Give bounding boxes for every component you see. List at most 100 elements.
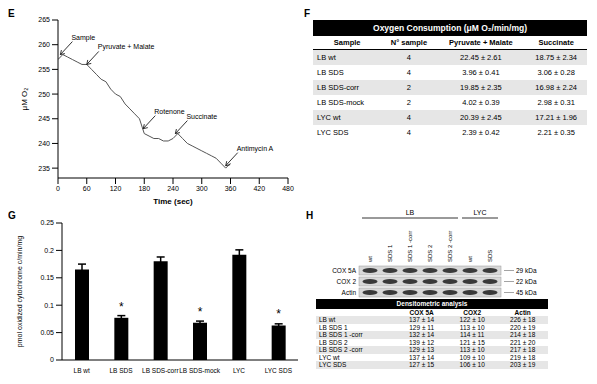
html-text:20.39 ± 2.45: 20.39 ± 2.45 [460, 113, 502, 122]
svg-text:0: 0 [50, 356, 54, 363]
html-text:COX 5A: COX 5A [409, 308, 434, 316]
html-text:N° sample: N° sample [390, 38, 428, 47]
html-text:22.45 ± 2.61: 22.45 ± 2.61 [460, 53, 502, 62]
html-text:139 ± 12: 139 ± 12 [409, 338, 435, 346]
svg-text:0.1: 0.1 [44, 302, 54, 309]
html-text:LB SDS-corr: LB SDS-corr [317, 83, 360, 92]
svg-text:180: 180 [138, 185, 150, 192]
svg-text:255: 255 [38, 66, 50, 73]
svg-text:240: 240 [167, 185, 179, 192]
html-text:Pyruvate + Malate: Pyruvate + Malate [449, 38, 513, 47]
svg-text:0: 0 [56, 185, 60, 192]
svg-text:260: 260 [38, 41, 50, 48]
svg-text:480: 480 [282, 185, 294, 192]
html-text:2.98 ± 0.31: 2.98 ± 0.31 [537, 98, 575, 107]
html-text:129 ± 11: 129 ± 11 [409, 323, 434, 331]
svg-text:420: 420 [253, 185, 265, 192]
svg-text:250: 250 [38, 91, 50, 98]
html-text:3.96 ± 0.41: 3.96 ± 0.41 [462, 68, 500, 77]
html-text:122 ± 10: 122 ± 10 [459, 316, 485, 323]
html-text:121 ± 15: 121 ± 15 [459, 338, 485, 346]
svg-text:Pyruvate + Malate: Pyruvate + Malate [98, 43, 155, 51]
html-text:137 ± 14: 137 ± 14 [409, 316, 435, 323]
html-text:219 ± 18: 219 ± 18 [510, 353, 536, 361]
svg-text:wt: wt [367, 256, 373, 263]
svg-text:SDS 2 -corr: SDS 2 -corr [447, 231, 453, 262]
html-text:COX2: COX2 [463, 308, 481, 316]
svg-text:*: * [119, 300, 124, 314]
svg-text:COX 5A: COX 5A [332, 267, 357, 274]
html-text:220 ± 19: 220 ± 19 [510, 323, 536, 331]
svg-text:Time (sec): Time (sec) [153, 197, 193, 206]
html-text:G: G [8, 210, 16, 221]
svg-text:pmol oxidized cytochrome c/min: pmol oxidized cytochrome c/min/mg [16, 236, 24, 347]
html-text:3.06 ± 0.28: 3.06 ± 0.28 [537, 68, 575, 77]
html-text:H: H [306, 210, 314, 221]
svg-text:LB SDS: LB SDS [109, 367, 133, 374]
html-text:Succinate: Succinate [538, 38, 574, 47]
svg-text:wt: wt [467, 256, 473, 263]
svg-text:LYC: LYC [473, 209, 486, 216]
svg-text:μM O₂: μM O₂ [20, 88, 29, 111]
svg-text:Sample: Sample [71, 34, 95, 42]
html-text:19.85 ± 2.35: 19.85 ± 2.35 [460, 83, 502, 92]
svg-text:Succinate: Succinate [186, 113, 217, 120]
html-text:137 ± 14: 137 ± 14 [409, 353, 435, 361]
html-text:F: F [304, 8, 311, 19]
svg-text:*: * [276, 307, 281, 321]
svg-text:120: 120 [110, 185, 122, 192]
svg-text:60: 60 [83, 185, 91, 192]
svg-text:300: 300 [196, 185, 208, 192]
html-text:LB wt: LB wt [319, 316, 336, 323]
svg-text:360: 360 [225, 185, 237, 192]
svg-text:235: 235 [38, 165, 50, 172]
html-text:4.02 ± 0.39: 4.02 ± 0.39 [462, 98, 500, 107]
svg-text:LYC SDS: LYC SDS [265, 367, 293, 374]
html-text:2.39 ± 0.42: 2.39 ± 0.42 [462, 128, 500, 137]
html-text:16.98 ± 2.24: 16.98 ± 2.24 [535, 83, 577, 92]
html-text:LB SDS 1: LB SDS 1 [319, 323, 348, 331]
svg-text:LB SDS-corr: LB SDS-corr [142, 367, 179, 374]
html-text:Densitometric analysis: Densitometric analysis [396, 300, 468, 307]
svg-text:SDS 2: SDS 2 [427, 244, 433, 262]
html-text:2.21 ± 0.35: 2.21 ± 0.35 [537, 128, 575, 137]
html-text:LYC wt: LYC wt [317, 113, 341, 122]
html-text:221 ± 20: 221 ± 20 [510, 338, 536, 346]
svg-text:LB SDS-mock: LB SDS-mock [179, 367, 221, 374]
html-text:LB SDS-mock: LB SDS-mock [317, 98, 365, 107]
html-text:LB SDS 2: LB SDS 2 [319, 338, 348, 346]
svg-text:SDS 1: SDS 1 [387, 244, 393, 262]
svg-text:240: 240 [38, 140, 50, 147]
html-text:LB SDS: LB SDS [317, 68, 344, 77]
svg-text:LB wt: LB wt [74, 367, 90, 374]
html-text:LYC SDS: LYC SDS [317, 128, 349, 137]
html-text:Oxygen Consumption (μM O₂/min/: Oxygen Consumption (μM O₂/min/mg) [373, 23, 527, 33]
svg-text:0.05: 0.05 [40, 329, 54, 336]
svg-text:245: 245 [38, 115, 50, 122]
html-text:LYC wt: LYC wt [319, 353, 340, 361]
svg-text:22 kDa: 22 kDa [516, 278, 537, 285]
html-text:113 ± 10: 113 ± 10 [459, 323, 485, 331]
svg-text:COX 2: COX 2 [336, 278, 356, 285]
html-text:Sample: Sample [333, 38, 361, 47]
html-text:LB wt: LB wt [317, 53, 336, 62]
html-text:109 ± 10: 109 ± 10 [459, 353, 485, 361]
svg-text:LB: LB [406, 209, 415, 216]
html-text:E: E [8, 8, 15, 19]
html-text:18.75 ± 2.34: 18.75 ± 2.34 [535, 53, 577, 62]
html-text:Actin: Actin [514, 308, 531, 316]
svg-text:Actin: Actin [342, 289, 357, 296]
html-text:17.21 ± 1.96: 17.21 ± 1.96 [535, 113, 577, 122]
svg-text:SDS 1 -corr: SDS 1 -corr [407, 231, 413, 262]
svg-text:*: * [198, 305, 203, 319]
svg-text:45 kDa: 45 kDa [516, 289, 537, 296]
svg-text:0.25: 0.25 [40, 219, 54, 226]
svg-text:265: 265 [38, 16, 50, 23]
svg-text:0.15: 0.15 [40, 274, 54, 281]
svg-text:LYC: LYC [233, 367, 245, 374]
svg-text:Antimycin A: Antimycin A [237, 145, 274, 153]
svg-text:0.2: 0.2 [44, 247, 54, 254]
svg-text:29 kDa: 29 kDa [516, 267, 537, 274]
svg-text:Rotenone: Rotenone [154, 108, 184, 115]
svg-text:SDS: SDS [487, 250, 493, 262]
